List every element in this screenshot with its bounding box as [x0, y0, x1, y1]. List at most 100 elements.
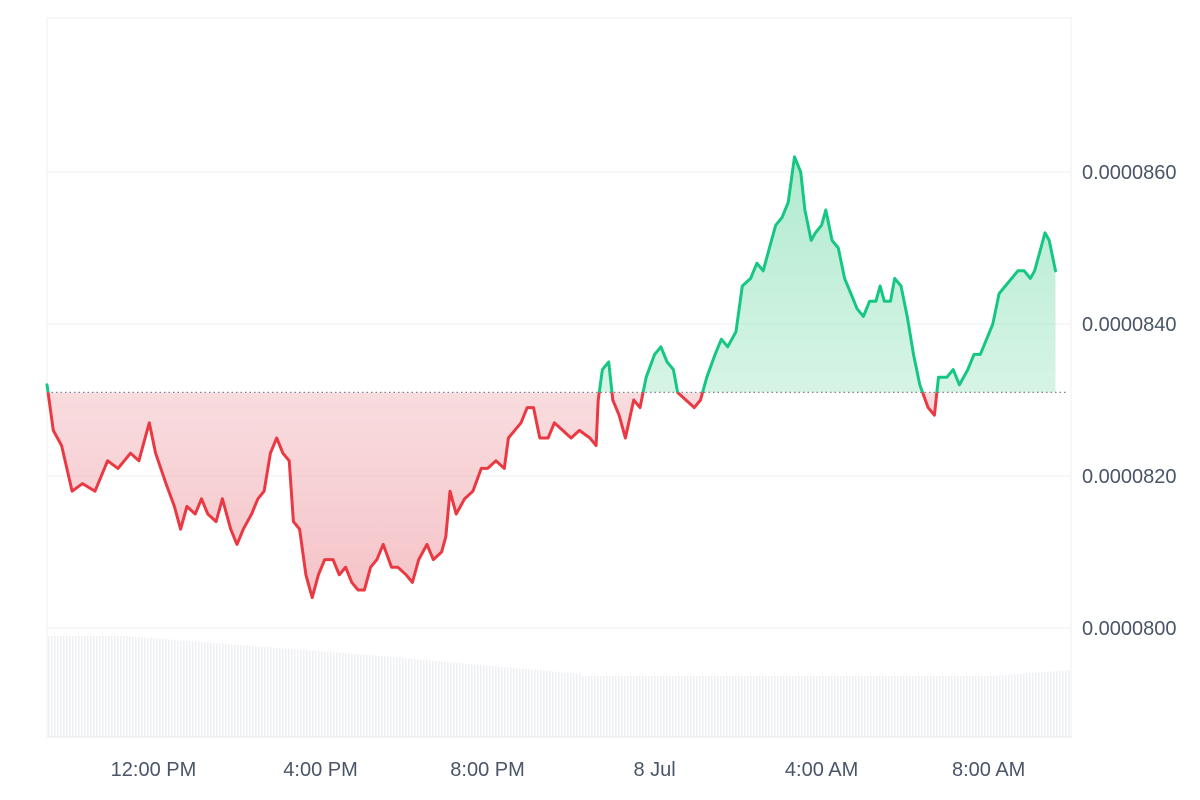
- volume-bar: [477, 664, 479, 737]
- volume-bar: [759, 676, 761, 737]
- volume-bar: [867, 676, 869, 737]
- volume-bar: [618, 676, 620, 737]
- volume-bar: [240, 645, 242, 737]
- volume-bar: [135, 636, 137, 737]
- volume-bar: [600, 676, 602, 737]
- volume-bar: [1011, 674, 1013, 737]
- volume-bar: [1041, 672, 1043, 737]
- volume-bar: [222, 643, 224, 737]
- volume-bar: [81, 636, 83, 737]
- volume-bar: [783, 676, 785, 737]
- volume-bar: [387, 656, 389, 737]
- volume-bar: [957, 676, 959, 737]
- volume-bar: [696, 676, 698, 737]
- y-tick-label: 0.0000840: [1082, 314, 1177, 336]
- volume-bar: [129, 636, 131, 737]
- volume-bar: [147, 637, 149, 737]
- volume-bar: [588, 676, 590, 737]
- volume-bar: [570, 673, 572, 737]
- volume-bar: [1056, 671, 1058, 737]
- volume-bar: [1005, 674, 1007, 737]
- volume-bar: [213, 643, 215, 737]
- volume-bar: [417, 659, 419, 737]
- volume-bar: [357, 654, 359, 737]
- volume-bar: [429, 660, 431, 737]
- volume-bar: [624, 676, 626, 737]
- volume-bar: [807, 676, 809, 737]
- volume-bar: [837, 676, 839, 737]
- volume-bar: [846, 676, 848, 737]
- volume-bar: [414, 659, 416, 737]
- volume-bar: [255, 646, 257, 737]
- volume-bar: [882, 676, 884, 737]
- x-tick-label: 8:00 AM: [952, 759, 1025, 781]
- volume-bar: [297, 649, 299, 737]
- volume-bar: [141, 637, 143, 737]
- volume-bar: [708, 676, 710, 737]
- volume-bar: [558, 672, 560, 737]
- volume-bar: [171, 639, 173, 737]
- volume-bar: [423, 659, 425, 737]
- volume-bar: [510, 667, 512, 737]
- volume-bar: [669, 676, 671, 737]
- volume-bar: [1026, 673, 1028, 737]
- volume-bar: [273, 647, 275, 737]
- volume-bar: [540, 670, 542, 737]
- volume-bar: [90, 636, 92, 737]
- volume-bar: [687, 676, 689, 737]
- volume-bar: [78, 636, 80, 737]
- volume-bar: [156, 638, 158, 737]
- volume-bar: [51, 636, 53, 737]
- volume-bar: [207, 642, 209, 737]
- volume-bar: [375, 655, 377, 737]
- volume-bar: [969, 676, 971, 737]
- volume-bar: [489, 665, 491, 737]
- volume-bar: [852, 676, 854, 737]
- volume-bar: [300, 649, 302, 737]
- volume-bar: [921, 676, 923, 737]
- volume-bar: [972, 676, 974, 737]
- volume-bar: [318, 651, 320, 737]
- volume-bar: [831, 676, 833, 737]
- volume-bar: [873, 676, 875, 737]
- volume-bar: [399, 657, 401, 737]
- volume-bar: [753, 676, 755, 737]
- volume-bar: [675, 676, 677, 737]
- volume-bar: [438, 661, 440, 737]
- volume-bar: [396, 657, 398, 737]
- y-tick-label: 0.0000860: [1082, 162, 1177, 184]
- volume-bar: [816, 676, 818, 737]
- volume-bar: [711, 676, 713, 737]
- volume-bar: [339, 652, 341, 737]
- volume-bar: [69, 636, 71, 737]
- volume-bar: [597, 676, 599, 737]
- volume-bar: [132, 636, 134, 737]
- volume-bar: [279, 648, 281, 737]
- volume-bar: [345, 653, 347, 737]
- volume-bar: [861, 676, 863, 737]
- volume-bar: [948, 676, 950, 737]
- volume-bar: [66, 636, 68, 737]
- y-axis-labels: 0.0000800 0.0000820 0.0000840 0.0000860: [1082, 162, 1177, 640]
- volume-bar: [993, 675, 995, 737]
- volume-bar: [231, 644, 233, 737]
- volume-bar: [918, 676, 920, 737]
- volume-bar: [612, 676, 614, 737]
- volume-bar: [849, 676, 851, 737]
- volume-bar: [183, 640, 185, 737]
- volume-bar: [951, 676, 953, 737]
- volume-bar: [54, 636, 56, 737]
- volume-bar: [549, 671, 551, 737]
- volume-bar: [270, 647, 272, 737]
- volume-bar: [309, 650, 311, 737]
- volume-bar: [378, 655, 380, 737]
- volume-bar: [48, 636, 50, 737]
- volume-bar: [291, 649, 293, 737]
- volume-bar: [900, 676, 902, 737]
- volume-bar: [75, 636, 77, 737]
- volume-bar: [381, 656, 383, 737]
- volume-bar: [369, 655, 371, 737]
- volume-bar: [192, 641, 194, 737]
- volume-bar: [393, 657, 395, 737]
- volume-bar: [486, 665, 488, 737]
